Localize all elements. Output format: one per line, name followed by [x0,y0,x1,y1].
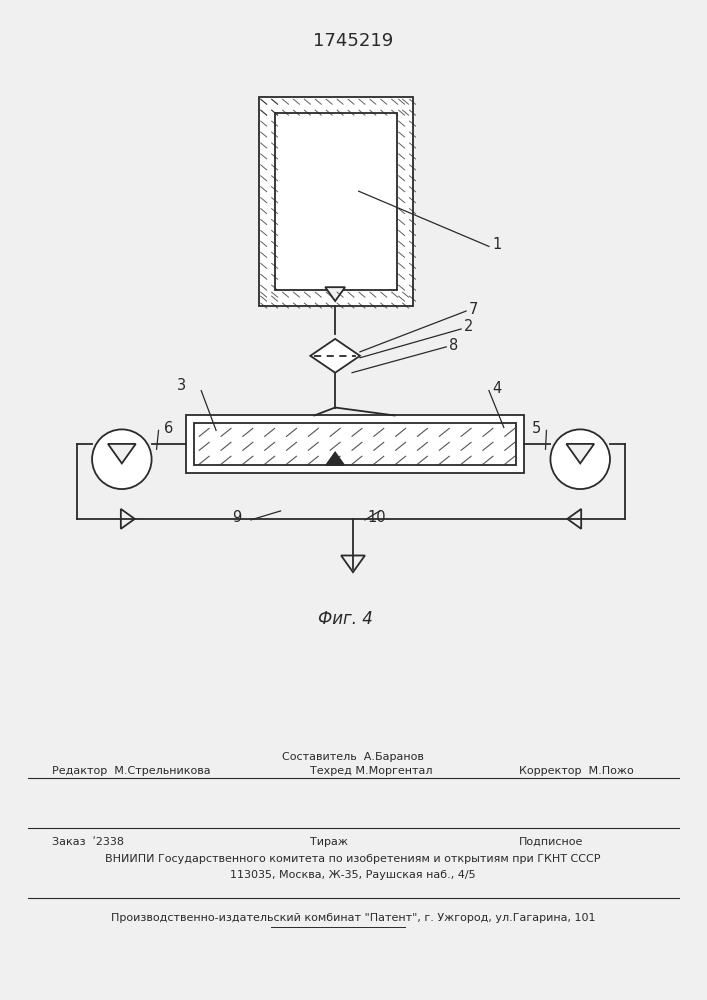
Text: 1: 1 [493,237,502,252]
Text: 8: 8 [449,338,459,353]
Bar [194,423,515,465]
Polygon shape [326,453,344,465]
Polygon shape [310,339,360,373]
Text: 9: 9 [232,510,241,525]
Text: 113035, Москва, Ж-35, Раушская наб., 4/5: 113035, Москва, Ж-35, Раушская наб., 4/5 [230,870,476,880]
Polygon shape [566,444,594,463]
Text: Техред М.Моргентал: Техред М.Моргентал [310,766,433,776]
Text: Составитель  А.Баранов: Составитель А.Баранов [282,752,424,762]
Text: 2: 2 [464,319,474,334]
Text: Заказ  ʹ2338: Заказ ʹ2338 [52,837,124,847]
Text: 10: 10 [368,510,387,525]
Text: Фиг. 4: Фиг. 4 [317,610,373,628]
Text: 1745219: 1745219 [313,32,393,50]
Text: Корректор  М.Пожо: Корректор М.Пожо [519,766,633,776]
Text: Производственно-издательский комбинат "Патент", г. Ужгород, ул.Гагарина, 101: Производственно-издательский комбинат "П… [111,913,595,923]
Polygon shape [108,444,136,463]
Text: 4: 4 [492,381,501,396]
Polygon shape [567,509,581,529]
Text: Редактор  М.Стрельникова: Редактор М.Стрельникова [52,766,211,776]
Text: Подписное: Подписное [519,837,583,847]
Bar [274,113,397,290]
Text: 3: 3 [177,378,187,393]
Text: 5: 5 [532,421,542,436]
Circle shape [92,429,151,489]
Text: 6: 6 [163,421,173,436]
Bar [259,97,412,306]
Bar [187,415,524,473]
Polygon shape [121,509,135,529]
Text: ВНИИПИ Государственного комитета по изобретениям и открытиям при ГКНТ СССР: ВНИИПИ Государственного комитета по изоб… [105,854,601,864]
Polygon shape [325,287,345,301]
Text: Тираж: Тираж [310,837,349,847]
Circle shape [551,429,610,489]
Text: 7: 7 [469,302,479,317]
Polygon shape [341,555,365,572]
